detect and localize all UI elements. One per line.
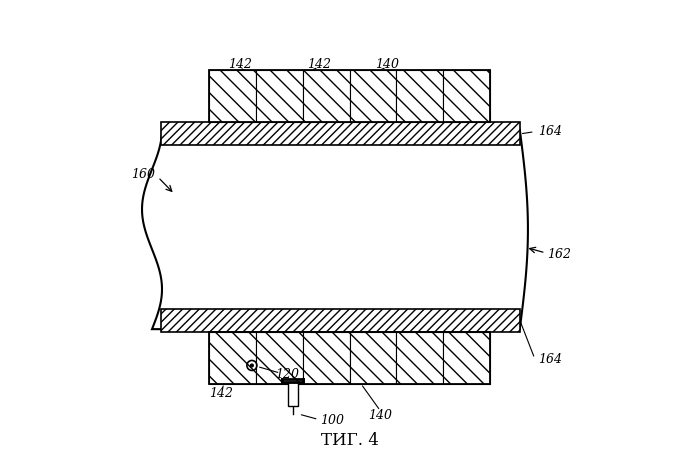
- Bar: [396, 332, 443, 384]
- Text: 160: 160: [131, 168, 155, 181]
- Text: 142: 142: [228, 58, 252, 71]
- Text: 140: 140: [368, 409, 392, 422]
- Bar: [209, 332, 256, 384]
- Text: 142: 142: [210, 387, 233, 400]
- Circle shape: [250, 364, 253, 367]
- Bar: [350, 332, 396, 384]
- Text: 140: 140: [375, 58, 398, 71]
- Bar: [209, 332, 490, 384]
- Bar: [443, 70, 490, 122]
- Bar: [303, 70, 350, 122]
- Bar: [443, 332, 490, 384]
- Text: 100: 100: [320, 415, 344, 427]
- Bar: [161, 122, 520, 145]
- Bar: [288, 382, 298, 406]
- Polygon shape: [142, 129, 528, 329]
- Text: 120: 120: [275, 368, 299, 381]
- Text: 142: 142: [307, 58, 331, 71]
- Text: ΤИГ. 4: ΤИГ. 4: [321, 433, 378, 449]
- Bar: [209, 70, 256, 122]
- Text: 164: 164: [538, 353, 562, 366]
- Bar: [256, 332, 303, 384]
- Bar: [209, 70, 490, 122]
- Bar: [396, 70, 443, 122]
- Bar: [350, 70, 396, 122]
- Text: 162: 162: [547, 248, 571, 261]
- Bar: [161, 309, 520, 332]
- Bar: [256, 70, 303, 122]
- Bar: [303, 332, 350, 384]
- Text: 164: 164: [538, 125, 562, 138]
